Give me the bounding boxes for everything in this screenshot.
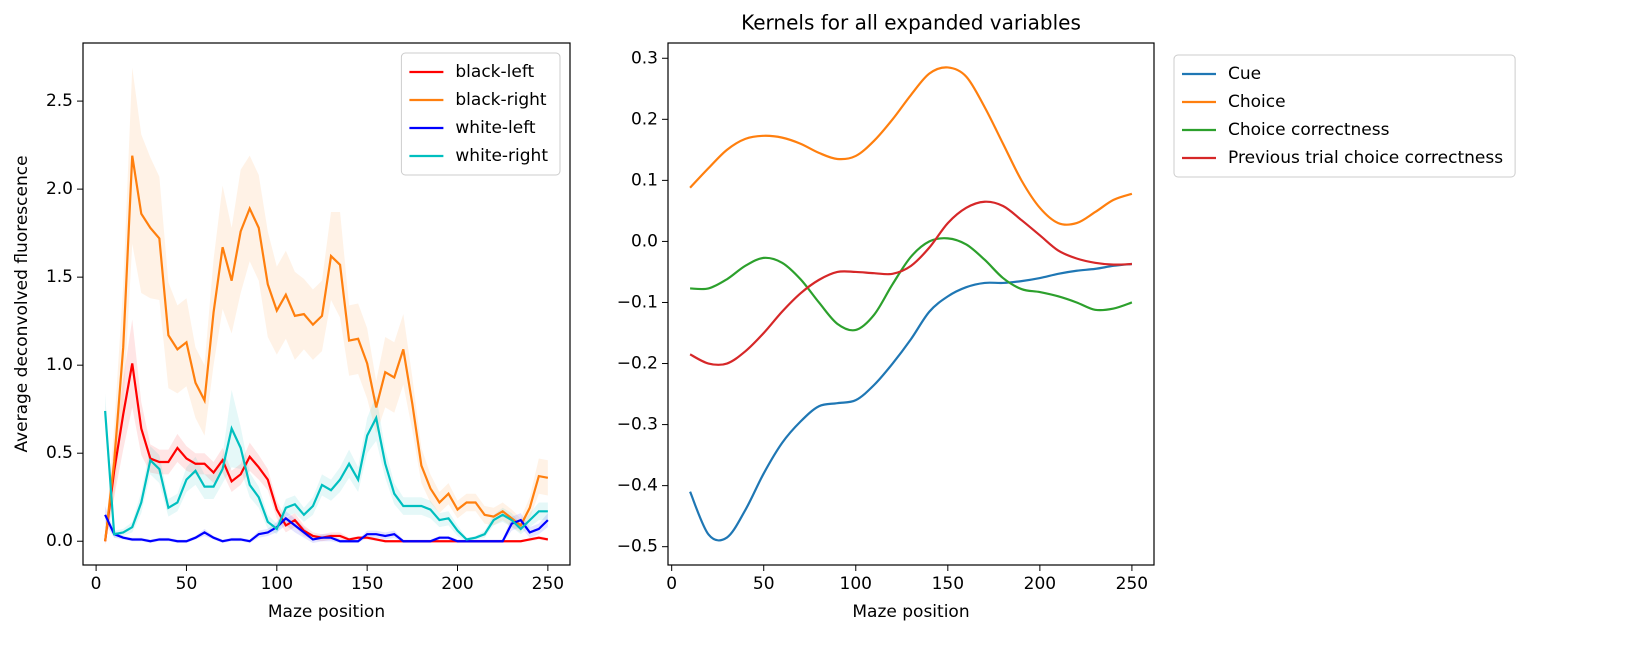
legend-box	[1173, 54, 1516, 178]
plot-frame	[82, 42, 571, 566]
y-tick-label: −0.3	[617, 415, 658, 435]
series-line	[689, 262, 1133, 542]
x-tick-label: 100	[261, 574, 293, 594]
legend-label: Choice	[1228, 92, 1286, 112]
chart-title: Kernels for all expanded variables	[741, 11, 1081, 35]
x-axis-label: Maze position	[852, 602, 969, 622]
y-tick-label: 0.3	[631, 48, 658, 68]
y-tick-label: 0.2	[631, 109, 658, 129]
y-tick-label: −0.4	[617, 476, 658, 496]
series-line	[104, 155, 549, 542]
y-tick-label: 1.0	[46, 355, 73, 375]
legend-label: Cue	[1228, 64, 1261, 84]
y-tick-label: −0.2	[617, 354, 658, 374]
legend-label: white-right	[455, 146, 548, 166]
y-tick-label: −0.5	[617, 537, 658, 557]
x-tick-label: 250	[1116, 574, 1148, 594]
series-line	[690, 237, 1133, 332]
chart: 0 50 100 150 200 250 −0.5 −0.4 −0.3 −0.2 −0.1 0.0 0.…	[617, 11, 1516, 622]
y-tick-label: −0.1	[617, 292, 658, 312]
legend-label: white-left	[455, 118, 536, 138]
x-tick-label: 150	[351, 574, 383, 594]
legend: black-left black-right white-left white-rig…	[400, 52, 561, 176]
chart: 0 50 100 150 200 250 0.0 0.5 1.0 1.5 2.0 2.5 Maze po…	[12, 42, 571, 622]
series-line	[689, 200, 1132, 366]
legend-label: black-right	[455, 90, 547, 110]
y-tick-label: 0.0	[46, 531, 73, 551]
legend-label: Choice correctness	[1228, 120, 1390, 140]
y-tick-label: 2.5	[46, 91, 73, 111]
plot-frame	[667, 42, 1155, 566]
y-tick-label: 1.5	[46, 267, 73, 287]
x-tick-label: 200	[441, 574, 473, 594]
legend: Cue Choice Choice correctness Previous tria…	[1173, 54, 1516, 178]
x-tick-label: 100	[840, 574, 872, 594]
legend-label: black-left	[455, 62, 534, 82]
x-tick-label: 200	[1024, 574, 1056, 594]
error-band	[105, 67, 548, 545]
x-tick-label: 150	[932, 574, 964, 594]
x-tick-label: 50	[753, 574, 775, 594]
x-tick-label: 0	[666, 574, 677, 594]
y-tick-label: 0.1	[631, 170, 658, 190]
y-tick-label: 0.5	[46, 443, 73, 463]
x-tick-label: 0	[91, 574, 102, 594]
y-tick-label: 2.0	[46, 179, 73, 199]
legend-label: Previous trial choice correctness	[1228, 148, 1503, 168]
series-line	[104, 514, 549, 543]
series-line	[689, 66, 1133, 226]
series-line	[104, 410, 548, 541]
legend-box	[400, 52, 561, 176]
y-axis-label: Average deconvolved fluorescence	[12, 155, 32, 452]
y-tick-label: 0.0	[631, 231, 658, 251]
x-tick-label: 50	[176, 574, 198, 594]
x-axis-label: Maze position	[268, 602, 385, 622]
error-band	[105, 389, 548, 542]
x-tick-label: 250	[532, 574, 564, 594]
